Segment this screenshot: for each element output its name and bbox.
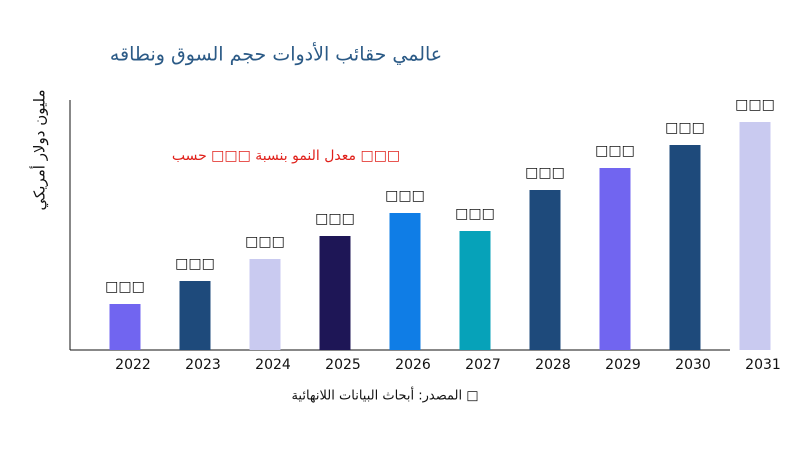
x-tick-label: 2027 — [465, 357, 501, 373]
data-label: □□□ — [735, 97, 775, 113]
data-label: □□□ — [175, 256, 215, 272]
x-tick-label: 2025 — [325, 357, 361, 373]
bar — [459, 231, 491, 350]
x-tick-label: 2026 — [395, 357, 431, 373]
data-label: □□□ — [455, 206, 495, 222]
bar — [109, 304, 141, 350]
bar — [319, 236, 351, 350]
bar — [249, 259, 281, 350]
bar — [669, 145, 701, 350]
bar — [529, 190, 561, 350]
data-label: □□□ — [245, 234, 285, 250]
x-tick-label: 2024 — [255, 357, 291, 373]
source: المصدر: أبحاث البيانات اللانهائية □ — [291, 387, 478, 404]
x-tick-label: 2031 — [745, 357, 781, 373]
data-label: □□□ — [105, 279, 145, 295]
data-label: □□□ — [315, 211, 355, 227]
data-label: □□□ — [525, 165, 565, 181]
data-label: □□□ — [385, 188, 425, 204]
bar — [389, 213, 421, 350]
bar — [739, 122, 771, 350]
x-tick-label: 2029 — [605, 357, 641, 373]
data-label: □□□ — [595, 143, 635, 159]
x-tick-label: 2022 — [115, 357, 151, 373]
x-tick-label: 2028 — [535, 357, 571, 373]
bar — [179, 281, 211, 350]
annotation: معدل النمو بنسبة □□□ حسب □□□ — [172, 148, 400, 164]
x-tick-label: 2030 — [675, 357, 711, 373]
chart-title: عالمي حقائب الأدوات حجم السوق ونطاقه — [110, 43, 442, 66]
x-tick-label: 2023 — [185, 357, 221, 373]
data-label: □□□ — [665, 120, 705, 136]
bar — [599, 168, 631, 350]
y-axis-label: مليون دولار أمريكي — [30, 90, 50, 211]
